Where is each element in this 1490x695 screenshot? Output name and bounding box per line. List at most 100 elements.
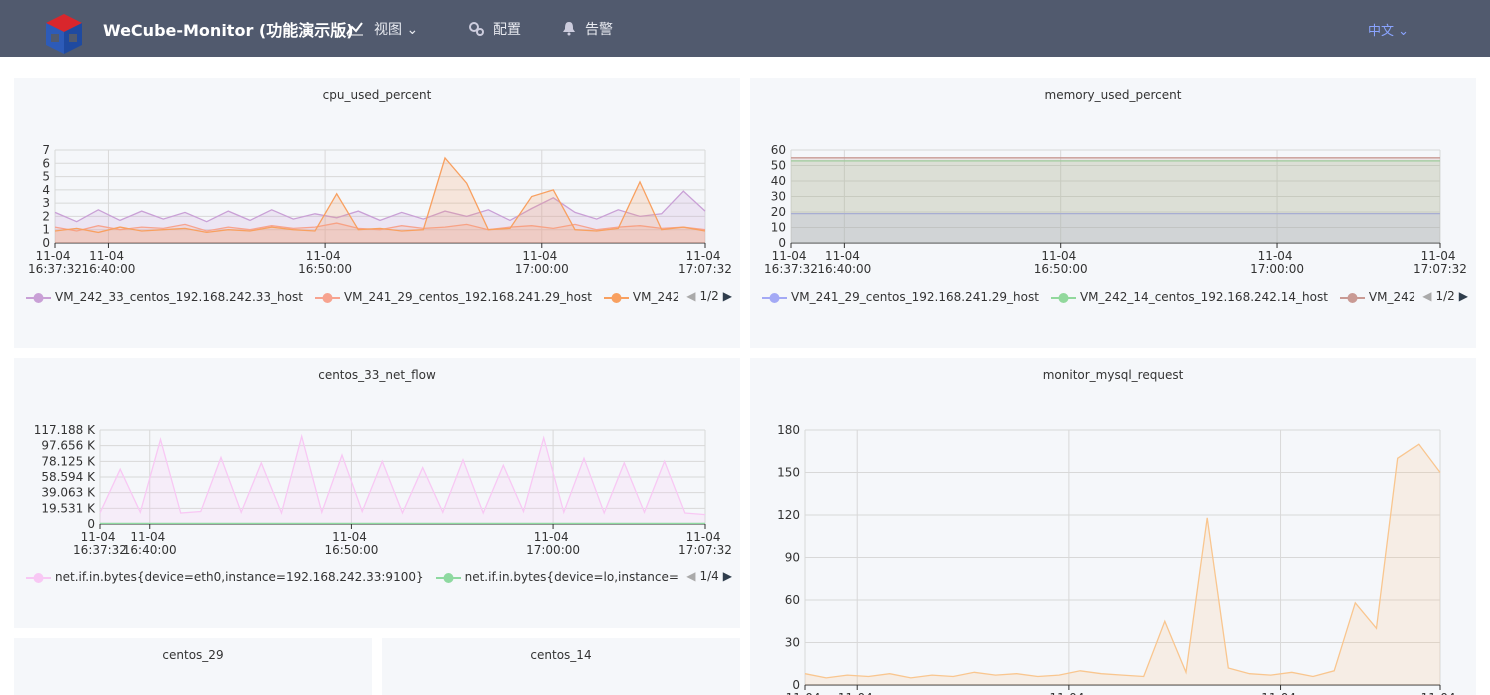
legend-item: VM_242_33_centos_192.168.242.33_host [26, 290, 303, 305]
x-tick-label: 11-04 16:40:00 [81, 249, 135, 276]
nav-view[interactable]: 视图 ⌄ [374, 22, 419, 38]
nav-config[interactable]: 配置 [493, 22, 521, 38]
legend-item: VM_241_29_centos_192.168.241.29_host [314, 290, 592, 305]
y-tick-label: 10 [771, 221, 786, 235]
legend-item: net.if.in.bytes{device=eth0,instance=192… [26, 570, 424, 585]
y-tick-label: 0 [792, 678, 800, 692]
y-tick-label: 6 [42, 156, 50, 170]
legend-label: net.if.in.bytes{device=eth0,instance=192… [55, 570, 424, 585]
x-tick-label: 11-04 17:07:32 [678, 249, 732, 276]
nav-alarm[interactable]: 告警 [585, 22, 613, 38]
chart-icon [346, 22, 363, 36]
legend-pager: ◀ 1/2 ▶ [1422, 289, 1468, 303]
gear-icon [469, 22, 484, 36]
series-area [100, 436, 705, 524]
y-tick-label: 78.125 K [41, 454, 96, 468]
nav-label[interactable]: 视图 [374, 22, 402, 38]
pager-next[interactable]: ▶ [1458, 289, 1468, 303]
x-tick-label: 11-04 17:00:00 [1254, 691, 1308, 695]
y-tick-label: 4 [42, 183, 50, 197]
x-tick-label: 11-04 16:37:32 [764, 249, 818, 276]
x-tick-label: 11-04 17:00:00 [526, 530, 580, 557]
legend-dot [1347, 292, 1358, 303]
legend-label: VM_241_29_centos_192.168.241.29_host [791, 290, 1039, 305]
x-tick-label: 11-04 16:37:32 [73, 530, 127, 557]
x-tick-label: 11-04 16:50:00 [298, 249, 352, 276]
x-tick-label: 11-04 16:50:00 [1042, 691, 1096, 695]
legend-label: VM_242_33_centos_192.168.242.33_host [55, 290, 303, 305]
y-tick-label: 7 [42, 143, 50, 157]
legend-label: VM_242_14_c [632, 290, 678, 305]
y-tick-label: 0 [42, 236, 50, 250]
language-select[interactable]: 中文 ⌄ [1368, 24, 1410, 39]
x-tick-label: 11-04 17:07:32 [678, 530, 732, 557]
series-line [54, 222, 706, 232]
x-tick-label: 11-04 17:07:32 [1413, 249, 1467, 276]
series-line [99, 433, 706, 516]
y-tick-label: 19.531 K [41, 501, 96, 515]
y-tick-label: 180 [777, 423, 800, 437]
x-tick-label: 11-04 16:50:00 [324, 530, 378, 557]
panel-title: centos_33_net_flow [318, 368, 436, 382]
bell-icon [563, 22, 575, 36]
legend: net.if.in.bytes{device=eth0,instance=192… [26, 570, 678, 585]
legend-dot [769, 292, 780, 303]
x-tick-label: 11-04 17:07:32 [1413, 691, 1467, 695]
legend-dot [611, 292, 622, 303]
legend: VM_241_29_centos_192.168.241.29_host VM_2… [762, 290, 1414, 305]
series-area [55, 158, 705, 243]
y-tick-label: 60 [785, 593, 800, 607]
pager-text: 1/2 [699, 289, 719, 303]
legend-item: VM_242_33_c [1339, 290, 1414, 305]
panel-title: centos_14 [530, 648, 592, 662]
legend-icon [314, 292, 340, 303]
series-area [805, 444, 1440, 685]
legend-dot [33, 292, 44, 303]
series-line [54, 156, 706, 234]
legend-icon [1339, 292, 1365, 303]
series-line [54, 190, 706, 223]
y-tick-label: 0 [778, 236, 786, 250]
y-tick-label: 30 [785, 636, 800, 650]
panel-title: memory_used_percent [1044, 88, 1182, 102]
legend-item: VM_241_29_centos_192.168.241.29_host [762, 290, 1039, 305]
pager-next[interactable]: ▶ [722, 289, 732, 303]
legend-icon [1050, 292, 1076, 303]
legend-dot [443, 572, 454, 583]
series-line [804, 443, 1441, 679]
y-tick-label: 0 [87, 517, 95, 531]
legend-label: VM_241_29_centos_192.168.241.29_host [343, 290, 592, 305]
pager-text: 1/4 [699, 569, 719, 583]
x-tick-label: 11-04 16:40:00 [123, 530, 177, 557]
legend-icon [26, 572, 51, 583]
y-tick-label: 117.188 K [34, 423, 96, 437]
y-tick-label: 120 [777, 508, 800, 522]
chart-panel: cpu_used_percent 0 1 2 3 4 5 6 7 11-04 16:37:32 11… [14, 78, 740, 348]
y-tick-label: 2 [42, 209, 50, 223]
legend-pager: ◀ 1/4 ▶ [686, 569, 732, 583]
pager-prev[interactable]: ◀ [686, 569, 696, 583]
panel-title: centos_29 [162, 648, 224, 662]
legend-label: VM_242_14_centos_192.168.242.14_host [1079, 290, 1328, 305]
y-tick-label: 40 [771, 174, 786, 188]
app-title[interactable]: WeCube-Monitor (功能演示版) [103, 21, 354, 40]
series-area [791, 160, 1440, 243]
pager-prev[interactable]: ◀ [686, 289, 696, 303]
series-area [791, 213, 1440, 243]
logo[interactable] [42, 12, 86, 56]
y-tick-label: 60 [771, 143, 786, 157]
y-tick-label: 3 [42, 196, 50, 210]
pager-prev[interactable]: ◀ [1422, 289, 1432, 303]
pager-next[interactable]: ▶ [722, 569, 732, 583]
y-tick-label: 90 [785, 551, 800, 565]
x-tick-label: 11-04 17:00:00 [1250, 249, 1304, 276]
top-bar: WeCube-Monitor (功能演示版) 视图 ⌄ 配置 告警 中文 ⌄ [0, 0, 1490, 57]
legend-dot [322, 292, 333, 303]
y-tick-label: 58.594 K [41, 470, 96, 484]
legend-pager: ◀ 1/2 ▶ [686, 289, 732, 303]
series-area [55, 191, 705, 243]
y-tick-label: 97.656 K [41, 439, 96, 453]
language-label[interactable]: 中文 [1368, 24, 1395, 39]
legend-dot [1058, 292, 1069, 303]
